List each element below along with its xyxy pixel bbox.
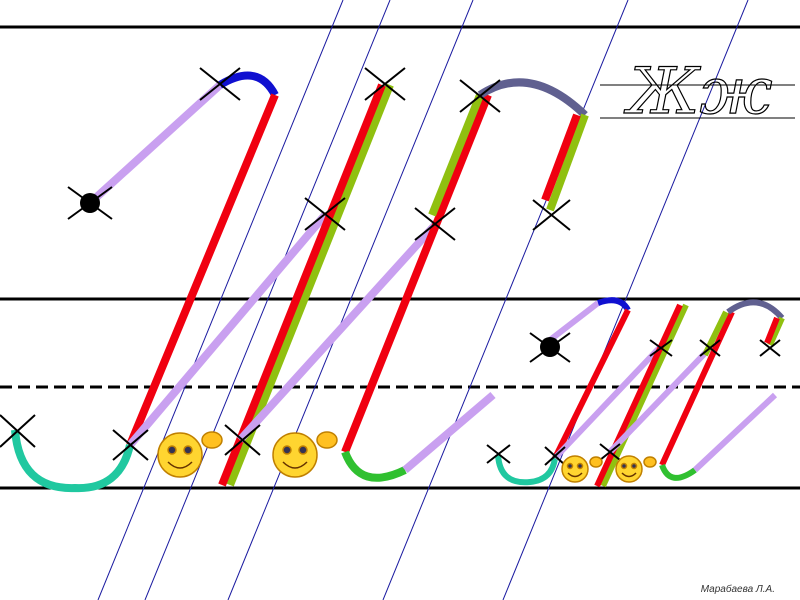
letter-sample: Жж	[624, 55, 773, 129]
author: Марабаева Л.А.	[701, 583, 775, 595]
crosses	[0, 67, 781, 466]
capital-letter	[11, 71, 589, 493]
sample-ruling	[600, 84, 795, 119]
small-letter	[495, 297, 785, 488]
emojis	[157, 431, 657, 483]
